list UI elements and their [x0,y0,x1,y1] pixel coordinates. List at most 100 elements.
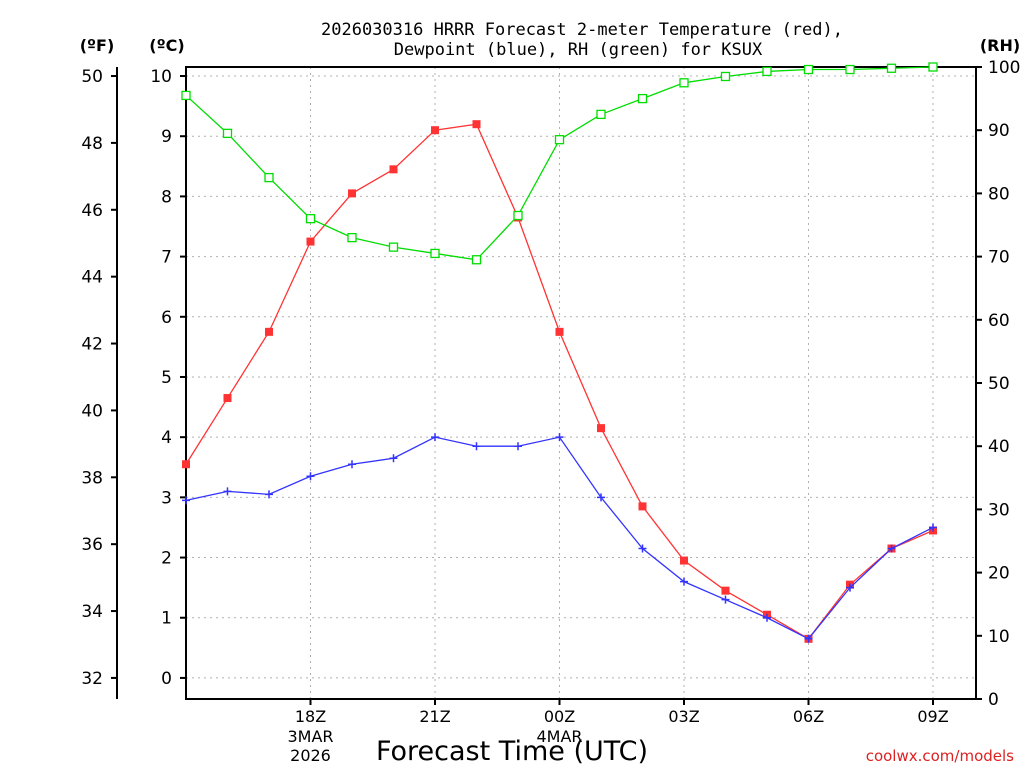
rh-point [430,248,440,259]
rh-axis-label: (RH) [980,36,1020,55]
rh-point [471,255,482,265]
chart-title-line1: 2026030316 HRRR Forecast 2-meter Tempera… [321,20,843,40]
temperature-point [638,502,647,511]
x-axis-label: Forecast Time (UTC) [376,736,648,767]
temperature-point [680,556,688,565]
rh-tick-label: 60 [988,311,1010,331]
celsius-tick-label: 5 [161,368,172,388]
rh-tick-label: 40 [988,437,1010,457]
dewpoint-point [763,613,771,622]
celsius-tick-label: 7 [161,248,172,268]
dewpoint-point [389,454,398,463]
rh-tick-label: 30 [988,500,1010,520]
fahrenheit-axis-label: (ºF) [80,36,115,55]
series-dewpoint [182,433,937,643]
x-tick-label: 03Z [668,707,699,726]
rh-tick-label: 100 [988,58,1020,78]
celsius-tick-label: 4 [161,428,172,448]
fahrenheit-tick-label: 44 [81,268,103,288]
axes: 0123456789103234363840424446485001020304… [81,58,1020,765]
series-rh [181,62,938,265]
rh-point [928,62,938,72]
rh-tick-label: 20 [988,564,1010,584]
rh-point [305,214,316,224]
temperature-point [265,327,273,336]
x-tick-label: 21Z [419,707,450,726]
rh-point [347,232,357,243]
dewpoint-point [182,496,190,505]
dewpoint-point [638,544,647,553]
chart-title-line2: Dewpoint (blue), RH (green) for KSUX [394,40,763,60]
x-tick-date: 3MAR [287,727,333,746]
x-tick-label: 00Z [544,707,575,726]
x-tick-label: 18Z [295,707,326,726]
temperature-point [306,237,315,246]
fahrenheit-tick-label: 32 [81,669,103,689]
dewpoint-point [514,442,522,451]
celsius-axis-label: (ºC) [149,36,184,55]
fahrenheit-tick-label: 48 [81,134,103,154]
temperature-point [597,424,605,433]
dewpoint-point [472,442,481,451]
fahrenheit-tick-label: 42 [81,335,103,355]
temperature-line [185,123,934,640]
celsius-tick-label: 10 [150,67,172,87]
series-temperature [182,120,937,643]
rh-point [720,71,731,82]
rh-point [264,172,274,183]
dewpoint-point [887,544,896,553]
fahrenheit-tick-label: 38 [81,468,103,488]
rh-point [513,210,523,221]
celsius-tick-label: 3 [161,488,172,508]
dewpoint-point [680,577,688,586]
celsius-tick-label: 1 [161,609,172,629]
temperature-point [555,327,564,336]
dewpoint-point [348,460,356,469]
dewpoint-point [846,583,854,592]
rh-point [388,242,399,252]
fahrenheit-tick-label: 46 [81,201,103,221]
dewpoint-point [306,472,315,481]
x-tick-date: 4MAR [536,727,582,746]
x-tick-year: 2026 [290,746,331,765]
celsius-tick-label: 0 [161,669,172,689]
temperature-point [389,165,398,174]
rh-tick-label: 70 [988,248,1010,268]
celsius-tick-label: 6 [161,308,172,328]
rh-tick-label: 10 [988,627,1010,647]
celsius-tick-label: 2 [161,549,172,569]
rh-point [679,78,689,88]
fahrenheit-tick-label: 50 [81,67,103,87]
temperature-point [431,126,439,135]
temperature-point [223,394,232,403]
rh-tick-label: 0 [988,690,999,710]
rh-point [554,135,565,145]
temperature-point [472,120,481,129]
dewpoint-point [804,634,813,643]
dewpoint-point [555,433,564,442]
temperature-point [182,460,190,469]
rh-point [803,64,814,75]
dewpoint-point [431,433,439,442]
x-tick-label: 09Z [917,707,948,726]
series-layer [181,62,938,643]
rh-tick-label: 90 [988,121,1010,141]
rh-point [886,63,897,73]
rh-point [181,90,191,101]
celsius-tick-label: 9 [161,127,172,147]
fahrenheit-tick-label: 34 [81,602,103,622]
credit-text: coolwx.com/models [866,747,1014,765]
rh-tick-label: 50 [988,374,1010,394]
temperature-point [721,586,730,595]
rh-point [596,109,606,120]
rh-point [845,64,855,75]
celsius-tick-label: 8 [161,187,172,207]
dewpoint-point [265,490,273,499]
dewpoint-point [929,523,937,532]
fahrenheit-tick-label: 36 [81,535,103,555]
rh-point [762,66,772,77]
fahrenheit-tick-label: 40 [81,401,103,421]
dewpoint-point [223,487,232,496]
rh-tick-label: 80 [988,184,1010,204]
